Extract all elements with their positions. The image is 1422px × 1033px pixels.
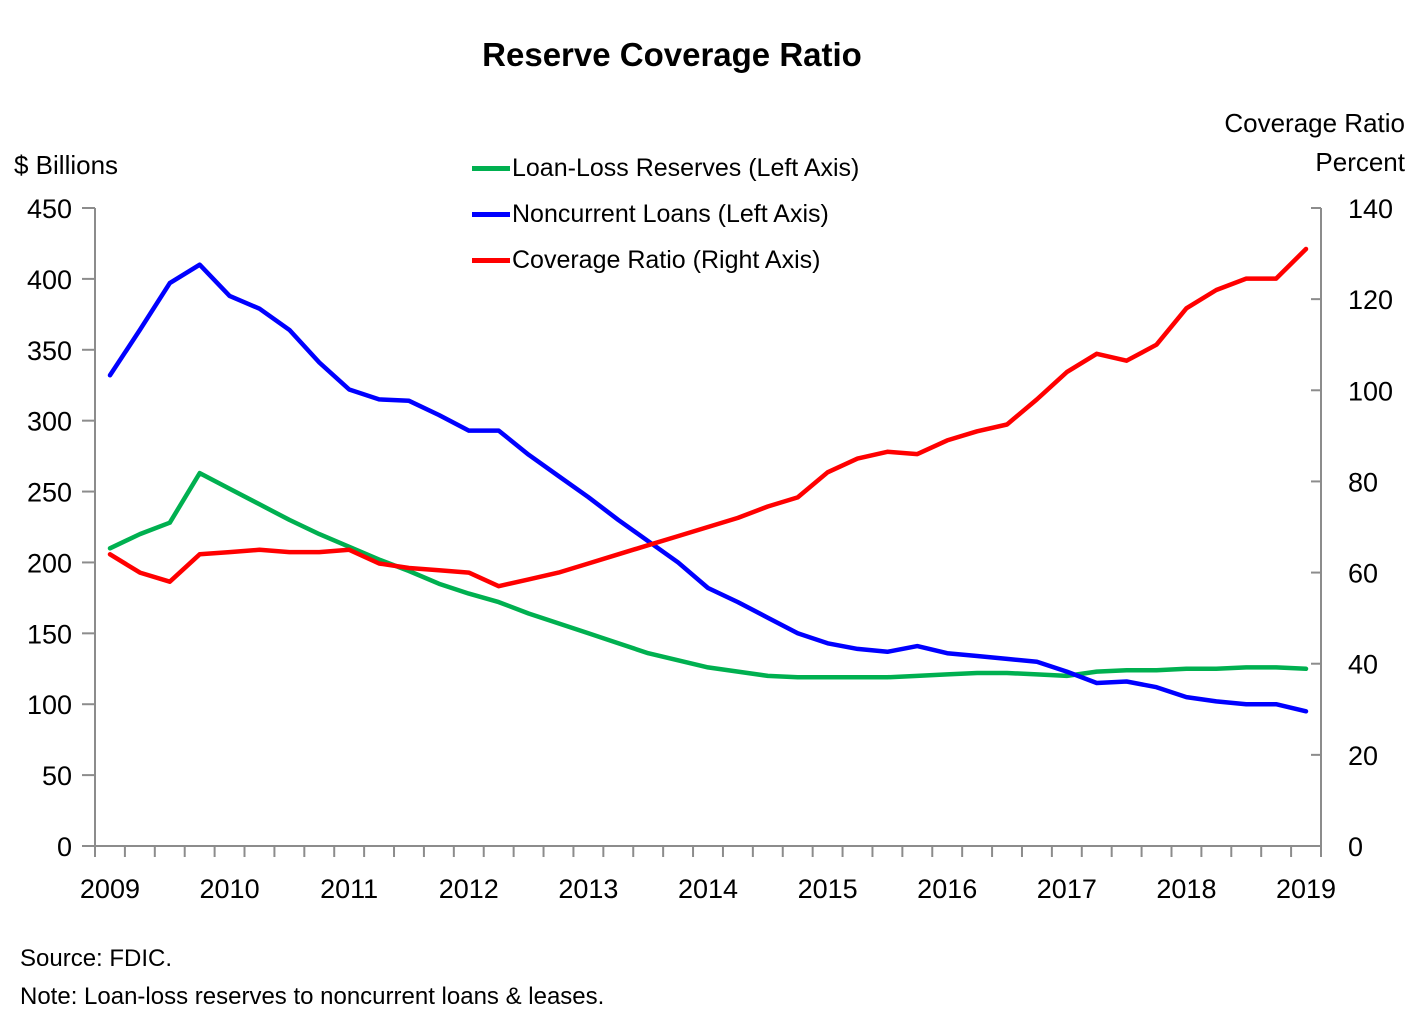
right-axis-tick-label: 20 [1348, 741, 1378, 771]
x-axis-year-label: 2011 [320, 874, 378, 904]
legend-label: Noncurrent Loans (Left Axis) [512, 199, 829, 228]
left-axis-tick-label: 400 [27, 265, 72, 295]
x-axis-year-label: 2010 [200, 874, 260, 904]
left-axis-title: $ Billions [14, 150, 119, 180]
legend-item-1: Noncurrent Loans (Left Axis) [472, 191, 859, 237]
legend-label: Loan-Loss Reserves (Left Axis) [512, 153, 860, 182]
left-axis-tick-label: 100 [27, 690, 72, 720]
left-axis-tick-label: 150 [27, 619, 72, 649]
right-axis-tick-label: 100 [1348, 376, 1393, 406]
left-axis-tick-label: 350 [27, 336, 72, 366]
right-axis-tick-label: 80 [1348, 467, 1378, 497]
x-axis-year-label: 2015 [798, 874, 858, 904]
chart-title: Reserve Coverage Ratio [482, 36, 862, 73]
x-axis-year-label: 2019 [1276, 874, 1336, 904]
legend-item-2: Coverage Ratio (Right Axis) [472, 237, 859, 283]
source-note: Source: FDIC. [20, 945, 173, 972]
x-axis-year-label: 2016 [917, 874, 977, 904]
right-axis-tick-label: 60 [1348, 559, 1378, 589]
series-line-2 [107, 246, 1309, 589]
right-axis-title-line1: Coverage Ratio [1224, 108, 1405, 138]
legend-swatch-icon [472, 211, 510, 217]
series-line-1 [107, 262, 1309, 714]
left-axis-tick-label: 250 [27, 478, 72, 508]
legend-label: Coverage Ratio (Right Axis) [512, 245, 821, 274]
method-note: Note: Loan-loss reserves to noncurrent l… [20, 983, 605, 1011]
right-axis-tick-label: 140 [1348, 194, 1393, 224]
legend-swatch-icon [472, 165, 510, 171]
right-axis-title: Coverage Ratio Percent [1224, 104, 1405, 182]
x-axis-year-label: 2014 [678, 874, 738, 904]
legend: Loan-Loss Reserves (Left Axis) Noncurrent… [472, 145, 859, 283]
left-axis-tick-label: 50 [42, 761, 72, 791]
left-axis-tick-label: 0 [57, 832, 72, 862]
right-axis-title-line2: Percent [1315, 147, 1405, 177]
left-axis-tick-label: 300 [27, 407, 72, 437]
legend-item-0: Loan-Loss Reserves (Left Axis) [472, 145, 859, 191]
x-axis-year-label: 2009 [80, 874, 140, 904]
x-axis-year-label: 2012 [439, 874, 499, 904]
x-axis-year-label: 2017 [1037, 874, 1097, 904]
right-axis-tick-label: 120 [1348, 285, 1393, 315]
legend-swatch-icon [472, 257, 510, 263]
footer: Source: FDIC. Note: Loan-loss reserves t… [20, 940, 604, 1017]
left-axis-tick-label: 200 [27, 548, 72, 578]
x-axis-year-label: 2018 [1156, 874, 1216, 904]
left-axis-tick-label: 450 [27, 194, 72, 224]
right-axis-tick-label: 0 [1348, 832, 1363, 862]
series-line-0 [107, 470, 1309, 680]
x-axis-year-label: 2013 [558, 874, 618, 904]
right-axis-tick-label: 40 [1348, 650, 1378, 680]
